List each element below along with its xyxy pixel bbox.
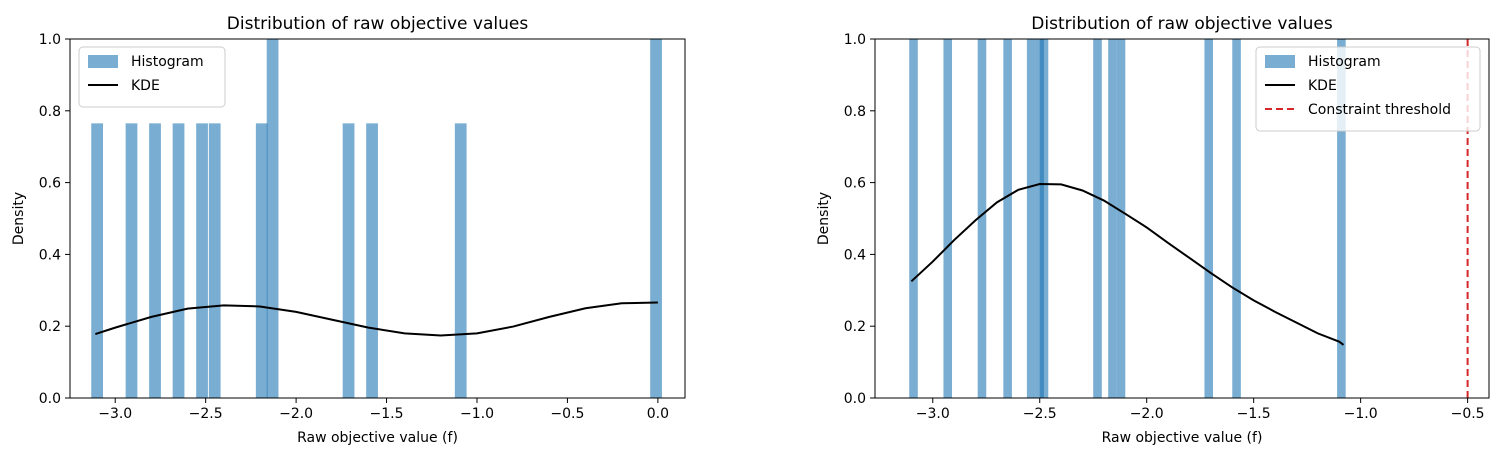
histogram-bar [1093,39,1102,398]
legend-label: Constraint threshold [1308,102,1451,118]
histogram-bar [1337,39,1346,398]
y-tick-label: 0.6 [844,176,866,192]
y-tick-label: 0.8 [844,104,866,120]
x-axis-label: Raw objective value (f) [1102,430,1263,446]
y-tick-label: 0.8 [39,104,61,120]
y-tick-label: 1.0 [39,32,61,48]
histogram-bar [266,39,279,398]
y-tick-label: 0.6 [39,176,61,192]
x-axis-label: Raw objective value (f) [297,430,458,446]
histogram-bar [1204,39,1214,398]
histogram-bar [454,123,467,398]
y-tick-label: 0.0 [844,391,866,407]
histogram-bar [125,123,138,398]
axes-frame [874,38,1490,399]
legend: Histogram KDE [78,46,226,108]
chart-2: −3.0 −2.5 −2.0 −1.5 −1.0 −0.5 0.0 0.2 0.4 0.6 0.8 1… [816,14,1490,446]
x-tick-label: 0.0 [647,406,669,422]
x-tick-label: −3.0 [916,406,950,422]
x-tick-label: −2.5 [1023,406,1057,422]
histogram-bar [1108,39,1117,398]
legend-box [1255,46,1481,132]
legend-label: KDE [1308,78,1337,94]
x-tick-label: −2.0 [1130,406,1164,422]
histogram-bar [255,123,268,398]
y-tick-label: 0.2 [39,319,61,335]
histogram-bar [196,123,208,398]
histogram-bar [943,39,953,398]
legend: Histogram KDE Constraint threshold [1255,46,1481,132]
y-tick-label: 0.2 [844,319,866,335]
chart-title: Distribution of raw objective values [1031,14,1333,34]
x-tick-label: −1.5 [1237,406,1271,422]
histogram-bar [91,123,104,398]
x-tick-label: −0.5 [550,406,584,422]
histogram-bar [208,123,221,398]
x-tick-label: −0.5 [1451,406,1485,422]
histogram-bar [1232,39,1241,398]
legend-label: Histogram [1308,54,1381,70]
legend-label: KDE [131,78,160,94]
kde-line [910,183,1345,346]
x-tick-label: −1.0 [460,406,494,422]
histogram-bar [650,39,662,398]
legend-swatch-histogram [1265,55,1295,68]
histogram-bar [909,39,918,398]
x-tick-label: −3.0 [98,406,132,422]
kde-line [95,301,658,337]
y-tick-label: 1.0 [844,32,866,48]
x-tick-label: −2.5 [189,406,223,422]
legend-label: Histogram [131,54,204,70]
axes-frame [69,38,686,399]
y-tick-label: 0.4 [39,247,61,263]
histogram-bar [1003,39,1012,398]
histogram-bar [366,123,378,398]
plot-area [91,39,662,398]
x-tick-label: −1.5 [370,406,404,422]
histogram-bar [172,123,185,398]
histogram-bar [1026,39,1036,398]
chart-title: Distribution of raw objective values [227,14,529,34]
chart-1: −3.0 −2.5 −2.0 −1.5 −1.0 −0.5 0.0 0.0 0.2 0.4 0.6 0… [11,14,686,446]
y-tick-label: 0.4 [844,247,866,263]
histogram-bar [977,39,987,398]
histogram-bar [342,123,355,398]
y-axis-label: Density [816,192,832,245]
histogram-bar [1116,39,1126,398]
x-tick-label: −1.0 [1344,406,1378,422]
legend-swatch-histogram [88,55,118,68]
histogram-bar [149,123,161,398]
y-tick-label: 0.0 [39,391,61,407]
x-tick-label: −2.0 [279,406,313,422]
y-axis-label: Density [11,192,27,245]
histogram-bar [1039,39,1049,398]
